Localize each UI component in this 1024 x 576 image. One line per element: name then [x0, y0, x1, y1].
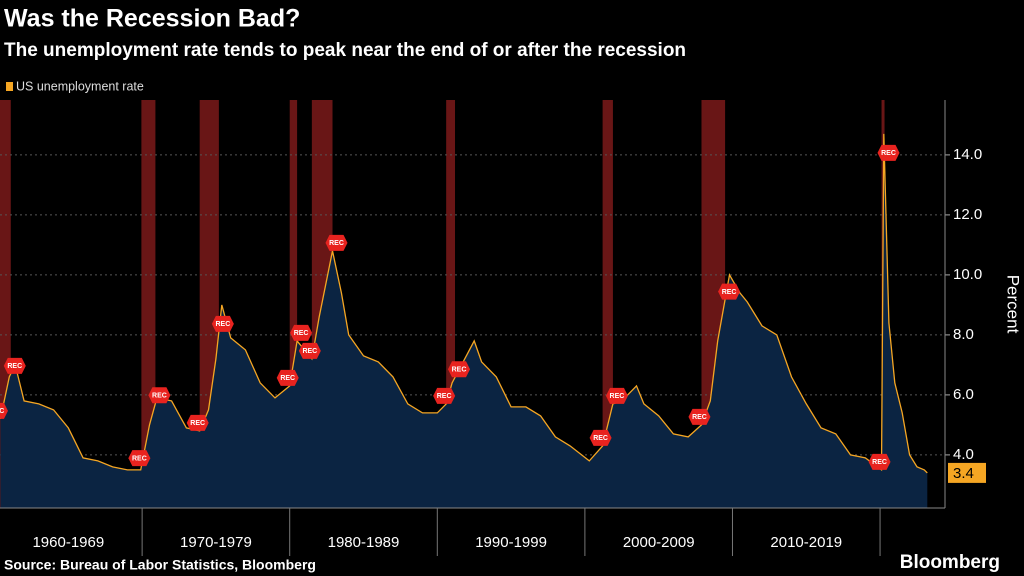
y-tick-label: 14.0 [953, 146, 982, 163]
x-tick-label: 2000-2009 [623, 534, 695, 551]
rec-marker-shape [433, 387, 456, 404]
rec-marker: REC [448, 361, 471, 378]
recession-band [0, 100, 11, 508]
last-value-box [948, 462, 986, 483]
last-value-label: 3.4 [953, 465, 974, 482]
rec-marker: REC [211, 315, 234, 332]
rec-marker-shape [148, 387, 171, 404]
rec-marker: REC [186, 414, 209, 431]
rec-marker-label: REC [593, 435, 608, 442]
y-tick-label: 12.0 [953, 206, 982, 223]
rec-marker-shape [186, 414, 209, 431]
rec-marker: REC [718, 283, 741, 300]
rec-marker-shape [868, 453, 891, 470]
recession-band [289, 100, 298, 508]
recession-band [141, 100, 156, 508]
rec-marker-label: REC [872, 459, 887, 466]
y-tick-label: 6.0 [953, 386, 974, 403]
rec-marker-shape [0, 402, 8, 419]
rec-marker: REC [868, 453, 891, 470]
rec-marker: REC [325, 234, 348, 251]
y-tick-label: 8.0 [953, 326, 974, 343]
rec-marker-label: REC [610, 393, 625, 400]
area [0, 133, 928, 508]
x-tick-label: 1970-1979 [180, 534, 252, 551]
brand: Bloomberg [900, 552, 1000, 573]
rec-marker: REC [688, 408, 711, 425]
rec-marker: REC [589, 429, 612, 446]
legend-label: US unemployment rate [16, 79, 144, 93]
rec-marker: REC [276, 369, 299, 386]
rec-marker: REC [877, 144, 900, 161]
rec-marker-shape [290, 324, 313, 341]
legend-swatch [6, 82, 13, 91]
rec-marker: REC [148, 387, 171, 404]
rec-marker-label: REC [329, 240, 344, 247]
chart-subtitle: The unemployment rate tends to peak near… [4, 40, 686, 61]
rec-marker-label: REC [452, 367, 467, 374]
rec-marker-label: REC [881, 150, 896, 157]
rec-marker-label: REC [692, 414, 707, 421]
rec-marker-shape [276, 369, 299, 386]
x-tick-label: 1980-1989 [328, 534, 400, 551]
rec-marker-label: REC [0, 408, 4, 415]
x-tick-label: 2010-2019 [770, 534, 842, 551]
rec-marker: REC [3, 357, 26, 374]
rec-marker-label: REC [190, 420, 205, 427]
rec-marker-shape [3, 357, 26, 374]
x-tick-label: 1960-1969 [32, 534, 104, 551]
rec-marker-label: REC [302, 348, 317, 355]
rec-marker-shape [605, 387, 628, 404]
rec-marker-label: REC [152, 393, 167, 400]
recession-band [446, 100, 456, 508]
rec-marker: REC [290, 324, 313, 341]
rec-marker: REC [128, 450, 151, 467]
rec-marker-label: REC [7, 363, 22, 370]
rec-marker-shape [211, 315, 234, 332]
rec-marker-label: REC [294, 330, 309, 337]
rec-marker-label: REC [280, 375, 295, 382]
chart-title: Was the Recession Bad? [4, 5, 300, 33]
rec-marker-shape [877, 144, 900, 161]
y-axis-label: Percent [1004, 275, 1023, 334]
rec-marker-shape [128, 450, 151, 467]
rec-marker: REC [433, 387, 456, 404]
rec-marker-label: REC [215, 321, 230, 328]
y-tick-label: 10.0 [953, 266, 982, 283]
rec-marker-shape [718, 283, 741, 300]
rec-marker: REC [605, 387, 628, 404]
rec-marker-shape [298, 342, 321, 359]
rec-marker: REC [298, 342, 321, 359]
recession-band [602, 100, 613, 508]
rec-marker-shape [448, 361, 471, 378]
y-tick-label: 4.0 [953, 446, 974, 463]
rec-marker-shape [688, 408, 711, 425]
rec-marker: REC [0, 402, 8, 419]
rec-marker-label: REC [437, 393, 452, 400]
rec-marker-shape [325, 234, 348, 251]
rec-marker-shape [589, 429, 612, 446]
x-tick-label: 1990-1999 [475, 534, 547, 551]
source: Source: Bureau of Labor Statistics, Bloo… [4, 557, 316, 573]
rec-marker-label: REC [722, 289, 737, 296]
rec-marker-label: REC [132, 455, 147, 462]
